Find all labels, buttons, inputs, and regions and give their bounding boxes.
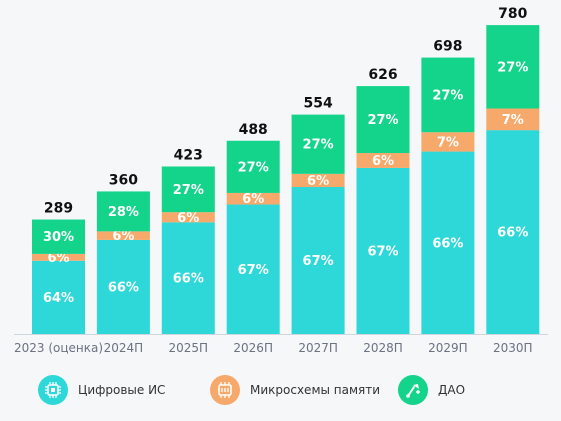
x-tick-label: 2029П — [428, 341, 468, 355]
bar-total-label: 360 — [109, 172, 138, 188]
bar-segment-dao — [291, 114, 345, 174]
bar-total-label: 554 — [303, 96, 332, 112]
bar-segment-dao — [421, 57, 475, 133]
x-tick-label: 2023 (оценка) — [14, 341, 103, 355]
segment-value-label: 67% — [367, 244, 398, 259]
bar-segment-digital-ic — [421, 151, 475, 334]
analog-tool-icon — [398, 375, 428, 405]
bar-segment-memory-chips — [161, 212, 215, 223]
segment-value-label: 6% — [242, 192, 264, 207]
segment-value-label: 27% — [173, 183, 204, 198]
segment-value-label: 6% — [177, 211, 199, 226]
bar-segment-digital-ic — [226, 204, 280, 334]
segment-value-label: 7% — [502, 113, 524, 128]
segment-value-label: 30% — [43, 230, 74, 245]
legend: Цифровые ИС Микросхемы памяти ДАО — [0, 368, 561, 412]
bar-total-label: 698 — [433, 39, 462, 55]
segment-value-label: 27% — [367, 113, 398, 128]
bar-segment-digital-ic — [356, 167, 410, 334]
segment-value-label: 66% — [432, 236, 463, 251]
chip-icon — [38, 375, 68, 405]
x-tick-label: 2024П — [104, 341, 144, 355]
segment-value-label: 67% — [303, 254, 334, 269]
bar-total-label: 780 — [498, 6, 527, 22]
legend-item-dao: ДАО — [398, 375, 465, 405]
bar-segment-memory-chips — [421, 132, 475, 152]
segment-value-label: 27% — [238, 160, 269, 175]
bar-segment-dao — [161, 166, 215, 213]
bar-segment-memory-chips — [291, 173, 345, 188]
bar-segment-memory-chips — [96, 231, 150, 240]
bar-segment-memory-chips — [486, 108, 540, 131]
segment-value-label: 28% — [108, 205, 139, 220]
legend-label: Микросхемы памяти — [250, 383, 381, 397]
segment-value-label: 66% — [173, 272, 204, 287]
segment-value-label: 27% — [497, 60, 528, 75]
segment-value-label: 6% — [47, 251, 69, 266]
x-tick-label: 2030П — [493, 341, 533, 355]
segment-value-label: 27% — [432, 88, 463, 103]
legend-label: Цифровые ИС — [78, 383, 166, 397]
stacked-bar-chart: 64% 6% 30% 289 66% 6% 28% 360 66% 6% 27% 423 67% 6% 27… — [14, 6, 548, 355]
x-tick-label: 2028П — [363, 341, 403, 355]
bar-total-label: 626 — [368, 67, 397, 83]
bar-segment-digital-ic — [96, 239, 150, 334]
bar-segment-digital-ic — [32, 260, 85, 334]
bar-segment-digital-ic — [161, 222, 215, 334]
x-tick-label: 2025П — [169, 341, 209, 355]
bar-total-label: 289 — [44, 201, 73, 217]
bar-segment-digital-ic — [486, 130, 540, 334]
bar-segment-dao — [226, 140, 280, 193]
legend-item-digital-ic: Цифровые ИС — [38, 375, 165, 405]
bar-segment-memory-chips — [356, 153, 410, 168]
legend-label: ДАО — [438, 383, 466, 397]
segment-value-label: 6% — [307, 174, 329, 189]
bar-segment-dao — [486, 25, 540, 109]
segment-value-label: 67% — [238, 263, 269, 278]
bar-segment-dao — [32, 219, 85, 254]
segment-value-label: 6% — [112, 229, 134, 244]
segment-value-label: 7% — [437, 135, 459, 150]
segment-value-label: 64% — [43, 291, 74, 306]
x-tick-label: 2026П — [233, 341, 273, 355]
bar-segment-dao — [96, 191, 150, 232]
bar-segment-dao — [356, 86, 410, 154]
bar-total-label: 423 — [174, 147, 203, 163]
bar-total-label: 488 — [239, 122, 268, 138]
x-tick-label: 2027П — [298, 341, 338, 355]
segment-value-label: 27% — [303, 138, 334, 153]
segment-value-label: 66% — [497, 226, 528, 241]
memory-chip-icon — [210, 375, 240, 405]
bar-segment-memory-chips — [32, 253, 85, 261]
bar-segment-digital-ic — [291, 187, 345, 334]
bar-segment-memory-chips — [226, 192, 280, 205]
legend-item-memory-chips: Микросхемы памяти — [210, 375, 380, 405]
segment-value-label: 66% — [108, 280, 139, 295]
segment-value-label: 6% — [372, 154, 394, 169]
